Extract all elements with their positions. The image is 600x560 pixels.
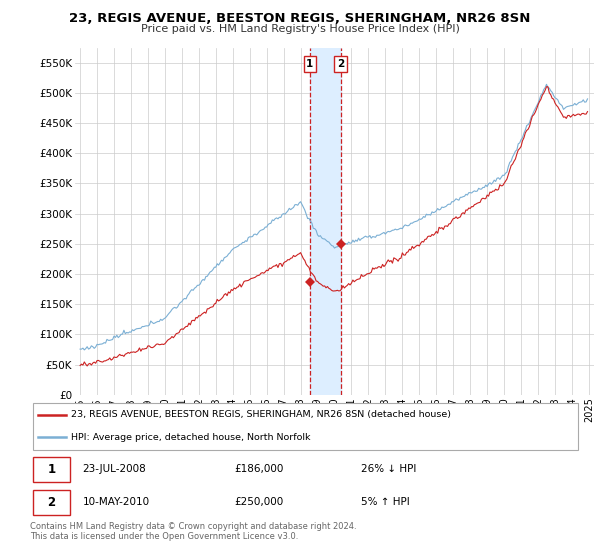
Text: 23, REGIS AVENUE, BEESTON REGIS, SHERINGHAM, NR26 8SN: 23, REGIS AVENUE, BEESTON REGIS, SHERING… xyxy=(70,12,530,25)
Bar xyxy=(310,48,341,395)
Text: Contains HM Land Registry data © Crown copyright and database right 2024.
This d: Contains HM Land Registry data © Crown c… xyxy=(30,522,356,542)
FancyBboxPatch shape xyxy=(33,403,578,450)
Text: 1: 1 xyxy=(47,463,56,475)
Text: £186,000: £186,000 xyxy=(234,464,284,474)
Text: Price paid vs. HM Land Registry's House Price Index (HPI): Price paid vs. HM Land Registry's House … xyxy=(140,24,460,34)
Text: £250,000: £250,000 xyxy=(234,497,283,507)
Text: 26% ↓ HPI: 26% ↓ HPI xyxy=(361,464,416,474)
FancyBboxPatch shape xyxy=(33,456,70,482)
Text: 2: 2 xyxy=(337,59,344,69)
Text: HPI: Average price, detached house, North Norfolk: HPI: Average price, detached house, Nort… xyxy=(71,433,311,442)
Text: 1: 1 xyxy=(306,59,314,69)
Text: 10-MAY-2010: 10-MAY-2010 xyxy=(82,497,149,507)
FancyBboxPatch shape xyxy=(33,489,70,515)
Text: 23-JUL-2008: 23-JUL-2008 xyxy=(82,464,146,474)
Text: 5% ↑ HPI: 5% ↑ HPI xyxy=(361,497,410,507)
Text: 2: 2 xyxy=(47,496,56,508)
Text: 23, REGIS AVENUE, BEESTON REGIS, SHERINGHAM, NR26 8SN (detached house): 23, REGIS AVENUE, BEESTON REGIS, SHERING… xyxy=(71,410,451,419)
